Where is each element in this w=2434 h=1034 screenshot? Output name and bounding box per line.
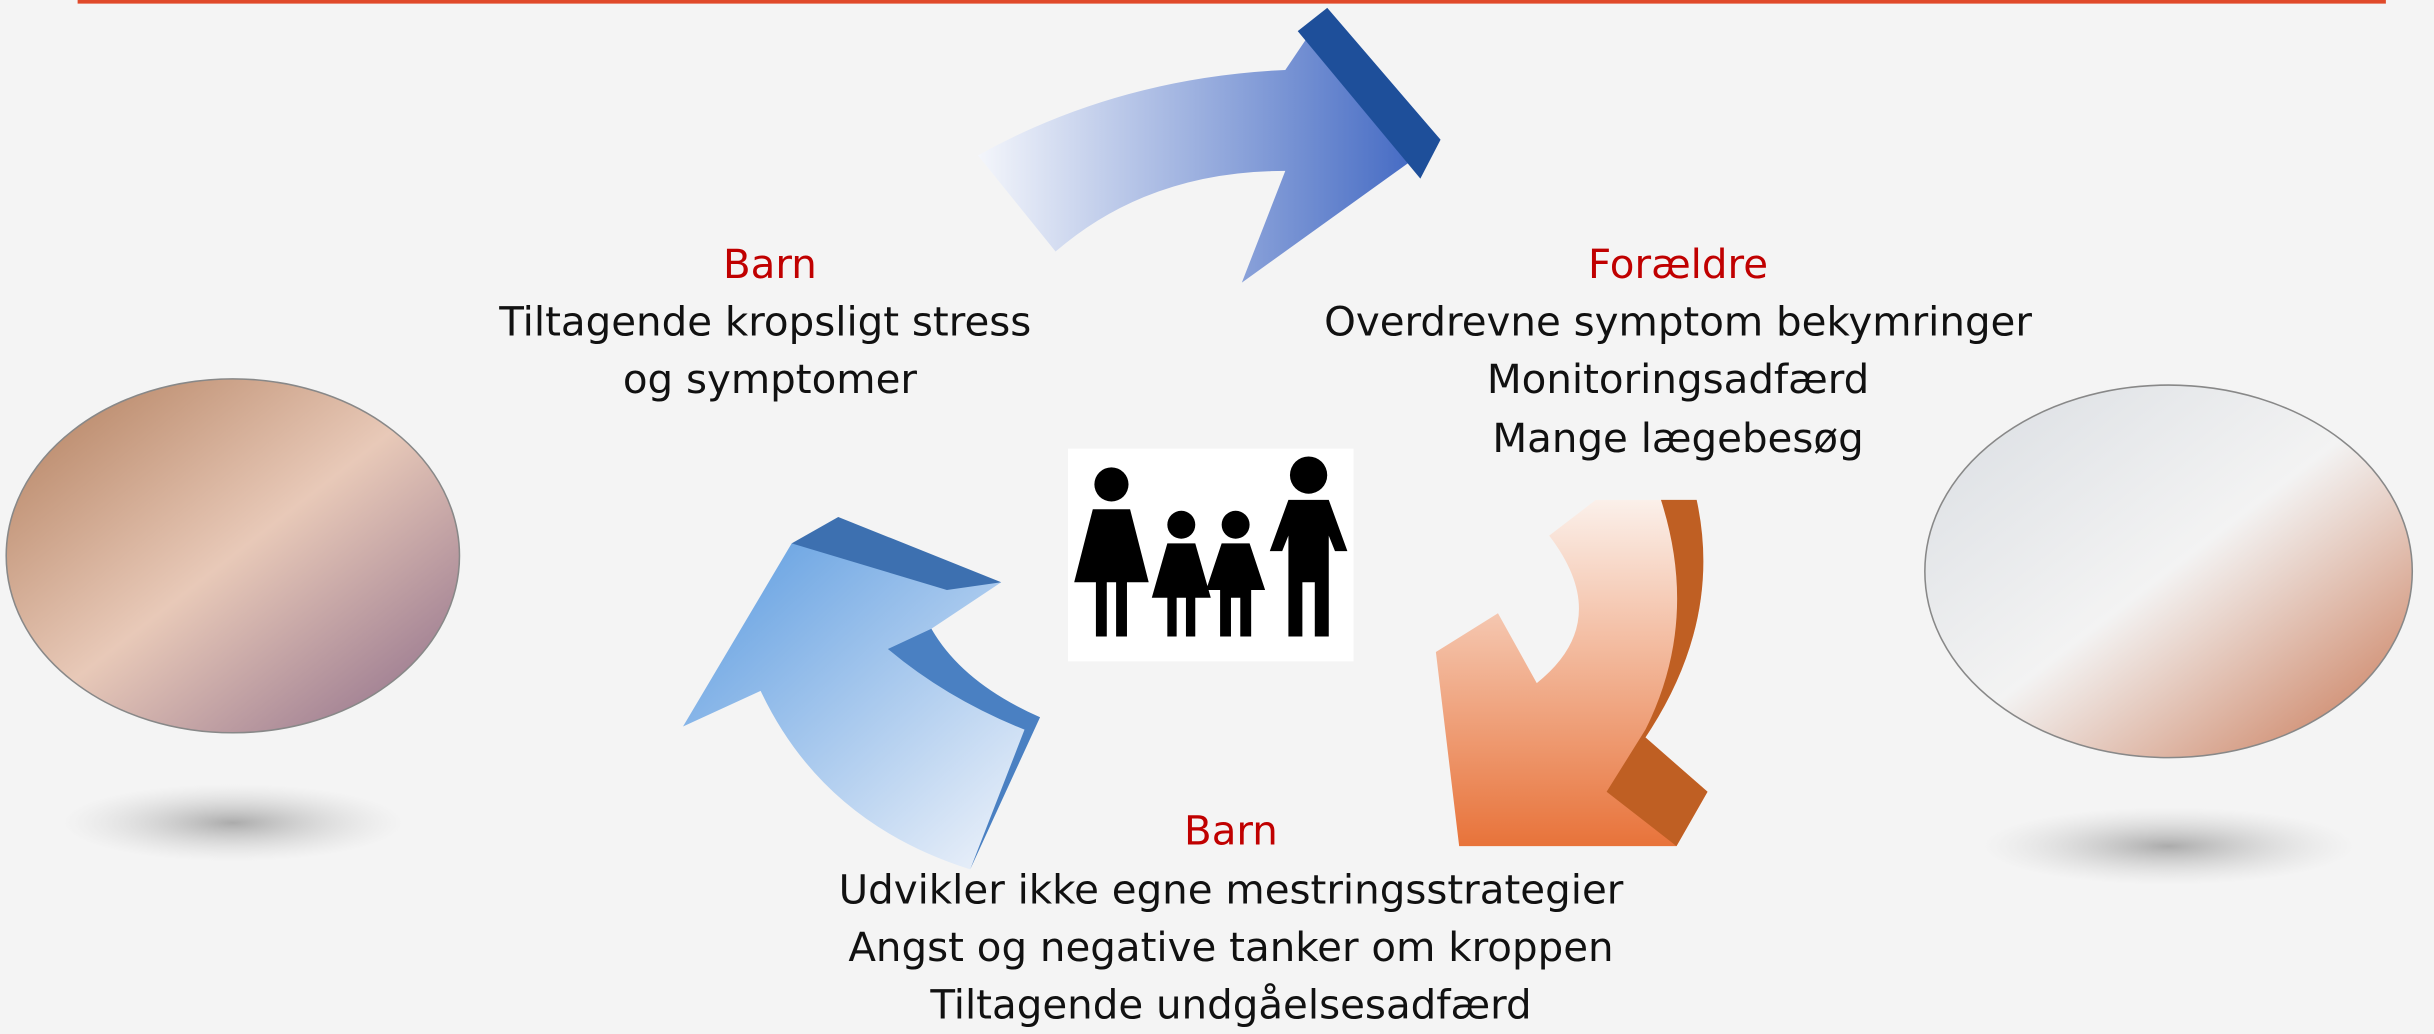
node-heading: Barn bbox=[1184, 808, 1278, 855]
photo-doctor bbox=[1924, 384, 2414, 759]
node-line: Udvikler ikke egne mestringsstrategier bbox=[839, 867, 1624, 914]
node-line: Overdrevne symptom bekymringer bbox=[1324, 299, 2032, 346]
node-line: Monitoringsadfærd bbox=[1487, 356, 1869, 403]
arrow-top bbox=[977, 7, 1441, 283]
photo-shadow bbox=[62, 783, 404, 862]
family-icon bbox=[1067, 448, 1354, 662]
arrow-left-side bbox=[887, 628, 1041, 870]
node-line: Angst og negative tanker om kroppen bbox=[848, 924, 1613, 971]
arrow-right-side bbox=[1606, 499, 1708, 847]
node-line: Tiltagende undgåelsesadfærd bbox=[929, 982, 1531, 1029]
photo-child bbox=[5, 378, 461, 734]
node-line: Mange lægebesøg bbox=[1492, 415, 1863, 462]
node-heading: Forældre bbox=[1588, 241, 1768, 288]
node-line: og symptomer bbox=[623, 356, 918, 403]
photo-shadow bbox=[1982, 807, 2355, 885]
arrow-top-side bbox=[1297, 7, 1441, 179]
arrow-left-top bbox=[791, 517, 1002, 590]
node-heading: Barn bbox=[723, 241, 817, 288]
node-line: Tiltagende kropsligt stress bbox=[498, 299, 1031, 346]
arrow-left bbox=[683, 543, 1041, 870]
